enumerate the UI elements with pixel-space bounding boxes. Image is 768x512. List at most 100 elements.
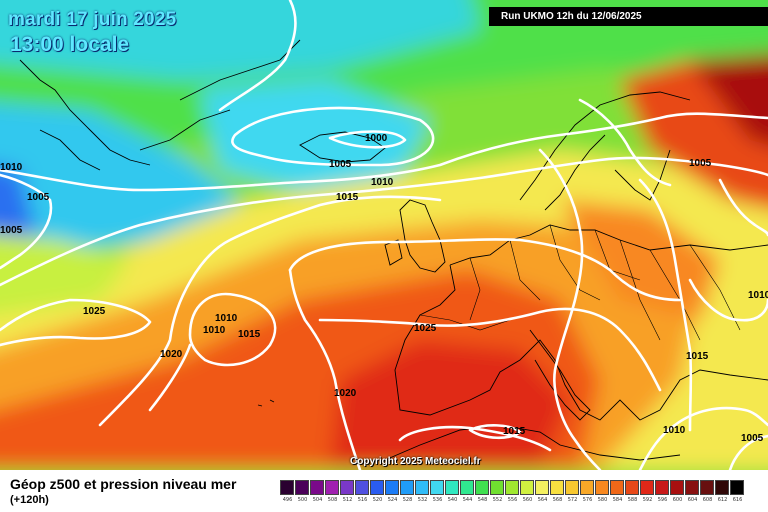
copyright-notice: Copyright 2025 Meteociel.fr <box>350 456 481 467</box>
legend-value: 544 <box>462 497 473 503</box>
legend-value: 616 <box>732 497 743 503</box>
legend-swatch <box>490 480 504 495</box>
isobar-1010-southeast <box>638 406 768 470</box>
legend-item: 500 <box>295 480 310 511</box>
legend-swatch <box>310 480 324 495</box>
band-red-north <box>620 60 768 209</box>
legend-swatch <box>700 480 714 495</box>
legend-item: 604 <box>685 480 700 511</box>
isobar-label: 1010 <box>203 325 226 336</box>
legend-value: 532 <box>417 497 428 503</box>
legend-swatch <box>655 480 669 495</box>
isobar-1005-east <box>718 178 768 237</box>
legend-swatch <box>475 480 489 495</box>
legend-item: 584 <box>610 480 625 511</box>
legend-value: 504 <box>312 497 323 503</box>
legend-swatch <box>280 480 294 495</box>
isobar-label: 1005 <box>0 225 23 236</box>
lead-time: (+120h) <box>10 494 49 506</box>
isobar-1015-balkans <box>638 178 693 432</box>
legend-value: 588 <box>627 497 638 503</box>
legend-item: 560 <box>520 480 535 511</box>
legend-value: 576 <box>582 497 593 503</box>
legend-value: 516 <box>357 497 368 503</box>
isobar-label: 1015 <box>238 329 261 340</box>
legend-item: 616 <box>730 480 745 511</box>
forecast-date: mardi 17 juin 2025 <box>8 9 177 30</box>
legend-item: 564 <box>535 480 550 511</box>
isobar-1000-iceland <box>328 130 407 149</box>
color-scale-legend: 496 500 504 508 512 516 520 524 528 532 536 540 544 5… <box>280 480 745 511</box>
legend-value: 564 <box>537 497 548 503</box>
legend-swatch <box>535 480 549 495</box>
legend-item: 544 <box>460 480 475 511</box>
legend-item: 568 <box>550 480 565 511</box>
isobar-1005-west <box>0 173 53 270</box>
legend-value: 556 <box>507 497 518 503</box>
band-yellow-green-south <box>0 234 130 315</box>
isobar-label: 1010 <box>371 177 394 188</box>
legend-swatch <box>565 480 579 495</box>
legend-item: 580 <box>595 480 610 511</box>
legend-swatch <box>325 480 339 495</box>
legend-item: 532 <box>415 480 430 511</box>
band-cyan-iceland <box>200 80 430 190</box>
legend-item: 496 <box>280 480 295 511</box>
legend-swatch <box>625 480 639 495</box>
legend-swatch <box>385 480 399 495</box>
legend-item: 608 <box>700 480 715 511</box>
isobar-label: 1010 <box>0 162 23 173</box>
isobar-1010-east <box>688 278 768 322</box>
legend-value: 600 <box>672 497 683 503</box>
geopotential-bands <box>0 0 768 470</box>
legend-value: 520 <box>372 497 383 503</box>
legend-value: 568 <box>552 497 563 503</box>
isobar-1025-south <box>0 298 152 347</box>
legend-value: 592 <box>642 497 653 503</box>
greenland-coast <box>19 39 301 171</box>
isobar-label: 1010 <box>215 313 238 324</box>
band-cyan-north <box>0 0 480 80</box>
legend-swatch <box>445 480 459 495</box>
legend-item: 512 <box>340 480 355 511</box>
legend-swatch <box>670 480 684 495</box>
isobar-label: 1010 <box>748 290 768 301</box>
legend-swatch <box>520 480 534 495</box>
legend-item: 528 <box>400 480 415 511</box>
run-info-banner: Run UKMO 12h du 12/06/2025 <box>489 7 768 26</box>
isobar-label: 1025 <box>83 306 106 317</box>
isobar-1005-southeast-corner <box>728 434 768 470</box>
legend-bar: Géop z500 et pression niveau mer (+120h)… <box>0 470 768 512</box>
legend-value: 536 <box>432 497 443 503</box>
legend-value: 500 <box>297 497 308 503</box>
legend-value: 572 <box>567 497 578 503</box>
legend-value: 548 <box>477 497 488 503</box>
legend-value: 512 <box>342 497 353 503</box>
isobar-labels: 1010 1005 1005 1025 1020 1010 1010 1015 … <box>0 133 768 444</box>
isobar-1020-mid-atl <box>288 238 682 302</box>
isobar-1015-mid <box>0 156 768 287</box>
legend-swatch <box>430 480 444 495</box>
legend-swatch <box>685 480 699 495</box>
legend-value: 608 <box>702 497 713 503</box>
legend-swatch <box>415 480 429 495</box>
legend-item: 600 <box>670 480 685 511</box>
legend-item: 588 <box>625 480 640 511</box>
legend-swatch <box>730 480 744 495</box>
legend-item: 552 <box>490 480 505 511</box>
legend-value: 540 <box>447 497 458 503</box>
isobar-label: 1005 <box>741 433 764 444</box>
legend-value: 604 <box>687 497 698 503</box>
legend-value: 508 <box>327 497 338 503</box>
scandinavia-coast <box>519 91 691 211</box>
isobar-label: 1015 <box>686 351 709 362</box>
legend-swatch <box>355 480 369 495</box>
legend-swatch <box>595 480 609 495</box>
isobar-1025-iberia <box>318 307 662 392</box>
north-africa-coast <box>384 424 681 461</box>
isobar-1015-med <box>398 424 552 452</box>
nw-africa-islands <box>257 399 275 407</box>
isobar-label: 1005 <box>689 158 712 169</box>
legend-item: 504 <box>310 480 325 511</box>
isobar-label: 1015 <box>503 426 526 437</box>
